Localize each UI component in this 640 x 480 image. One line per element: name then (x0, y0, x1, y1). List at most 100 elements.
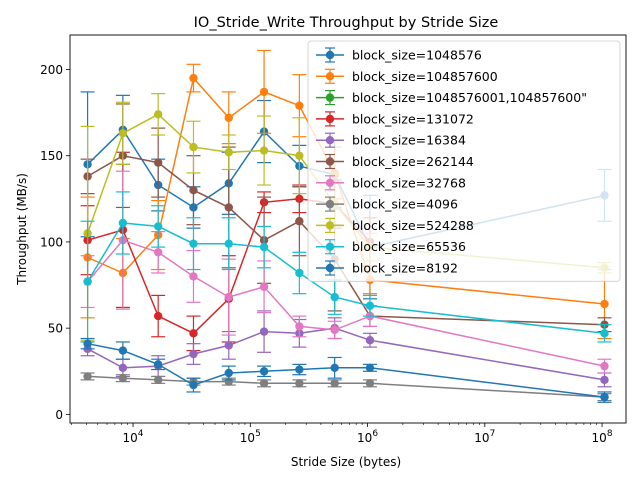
legend-label: block_size=1048576001,104857600" (352, 90, 587, 105)
x-tick-label: 108 (592, 429, 613, 445)
x-tick-exponent: 5 (255, 429, 261, 439)
data-point (600, 299, 609, 309)
data-point (224, 203, 233, 212)
legend-swatch-marker (325, 50, 335, 60)
y-tick-label: 50 (48, 322, 63, 336)
series-line (87, 375, 605, 398)
data-point (259, 367, 269, 376)
data-point (600, 392, 609, 402)
data-point (118, 363, 128, 373)
legend-swatch-marker (325, 114, 335, 124)
data-point (365, 363, 375, 373)
axes-frame (69, 34, 627, 424)
y-axis: 0 50 100 150 200 (40, 63, 70, 422)
data-point (153, 375, 163, 385)
x-tick-base: 10 (474, 431, 489, 445)
legend-swatch-marker (325, 157, 335, 166)
x-tick-exponent: 7 (490, 429, 496, 439)
x-tick-label: 105 (240, 429, 261, 445)
legend-label: block_size=262144 (352, 154, 474, 169)
data-point (224, 148, 233, 157)
data-point (83, 277, 92, 286)
series-line (86, 222, 605, 335)
series-block_size=8192 (80, 337, 612, 403)
x-tick-label: 107 (474, 429, 495, 445)
data-point (83, 372, 92, 381)
data-point (259, 242, 269, 252)
legend-item: block_size=8192 (316, 260, 458, 276)
data-point (259, 282, 269, 291)
legend-label: block_size=104857600 (352, 69, 498, 84)
series-line (87, 154, 605, 326)
data-point (224, 368, 233, 378)
legend-label: block_size=4096 (352, 197, 458, 212)
x-tick-exponent: 8 (607, 429, 613, 439)
legend: block_size=1048576 block_size=104857600bl… (307, 40, 621, 282)
data-point (189, 349, 198, 359)
legend-item: block_size=131072 (316, 111, 474, 127)
data-point (153, 222, 163, 231)
legend-swatch-marker (325, 178, 335, 187)
data-point (295, 268, 304, 278)
data-point (259, 379, 269, 388)
y-tick-label: 0 (55, 408, 63, 422)
data-point (365, 301, 375, 310)
x-tick-base: 10 (123, 431, 138, 445)
y-tick-label: 200 (40, 63, 63, 77)
data-point (330, 379, 339, 388)
legend-label: block_size=65536 (352, 239, 466, 254)
x-tick-label: 104 (123, 429, 144, 445)
x-tick-base: 10 (592, 431, 607, 445)
data-point (153, 360, 163, 369)
legend-swatch-marker (325, 93, 335, 102)
data-point (189, 239, 198, 248)
y-axis-label: Throughput (MB/s) (15, 173, 29, 286)
legend-item: block_size=104857600 (316, 68, 498, 84)
data-point (330, 292, 339, 302)
x-tick-label: 106 (357, 429, 378, 445)
data-point (118, 373, 128, 383)
data-point (118, 218, 128, 228)
legend-item: block_size=16384 (316, 132, 466, 148)
data-point (118, 346, 128, 355)
y-tick-label: 100 (40, 235, 63, 249)
x-tick-exponent: 6 (372, 429, 378, 439)
data-point (600, 329, 609, 338)
series-block_size=65536 (80, 191, 612, 343)
legend-item: block_size=262144 (316, 153, 474, 170)
data-point (224, 113, 233, 122)
legend-item: block_size=32768 (316, 175, 466, 191)
data-point (224, 292, 233, 302)
y-tick-label: 150 (40, 149, 63, 163)
chart-title: IO_Stride_Write Throughput by Stride Siz… (194, 15, 499, 31)
legend-item: block_size=4096 (316, 196, 458, 212)
x-tick-base: 10 (240, 431, 255, 445)
legend-label: block_size=8192 (352, 261, 458, 276)
data-point (189, 380, 198, 390)
legend-label: block_size=131072 (352, 111, 474, 126)
legend-swatch-marker (325, 221, 335, 230)
series-line (87, 342, 605, 398)
legend-item: block_size=65536 (316, 239, 466, 255)
legend-swatch-marker (325, 136, 335, 145)
data-point (295, 322, 304, 331)
data-point (365, 336, 375, 345)
data-point (153, 110, 163, 119)
data-point (259, 327, 269, 336)
data-point (600, 375, 609, 385)
legend-item: block_size=524288 (316, 217, 474, 233)
data-point (365, 379, 375, 388)
data-point (153, 311, 163, 321)
legend-swatch-marker (325, 263, 335, 273)
data-point (259, 87, 269, 97)
data-point (189, 329, 198, 338)
x-tick-base: 10 (357, 431, 372, 445)
legend-label: block_size=32768 (352, 175, 466, 190)
legend-box (307, 40, 621, 282)
data-point (189, 73, 198, 83)
series-line (87, 327, 605, 381)
data-point (224, 341, 233, 350)
data-point (295, 365, 304, 374)
data-point (330, 363, 339, 373)
